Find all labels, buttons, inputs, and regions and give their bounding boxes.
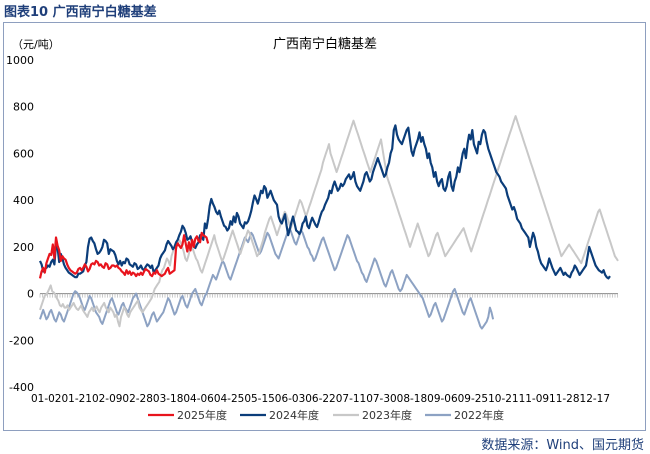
series-line-2023年度 bbox=[39, 115, 619, 328]
legend-label: 2025年度 bbox=[177, 408, 227, 422]
series-layer bbox=[38, 115, 619, 330]
y-tick-label: 200 bbox=[13, 241, 34, 254]
legend-label: 2023年度 bbox=[362, 408, 412, 422]
y-tick-label: 400 bbox=[13, 194, 34, 207]
legend: 2025年度 2024年度 2023年度 2022年度 bbox=[148, 408, 504, 422]
y-tick-label: 0 bbox=[27, 288, 34, 301]
chart-frame bbox=[3, 22, 646, 431]
y-axis: -400 -200 0 200 400 600 800 1000 bbox=[6, 54, 34, 394]
legend-label: 2022年度 bbox=[454, 408, 504, 422]
series-line-2022年度 bbox=[39, 227, 495, 330]
y-axis-unit-label: （元/吨） bbox=[12, 38, 60, 51]
y-tick-label: -200 bbox=[9, 334, 34, 347]
y-tick-label: 1000 bbox=[6, 54, 34, 67]
legend-label: 2024年度 bbox=[269, 408, 319, 422]
x-axis: 01-0201-2102-0902-2803-1804-0604-2505-15… bbox=[31, 293, 618, 405]
series-line-2025年度 bbox=[38, 231, 210, 279]
x-tick-labels: 01-0201-2102-0902-2803-1804-0604-2505-15… bbox=[31, 392, 610, 405]
chart-title: 广西南宁白糖基差 bbox=[273, 36, 377, 52]
y-tick-label: -400 bbox=[9, 381, 34, 394]
figure-caption: 图表10 广西南宁白糖基差 bbox=[4, 5, 157, 20]
y-tick-label: 800 bbox=[13, 101, 34, 114]
y-tick-label: 600 bbox=[13, 147, 34, 160]
series-line-2024年度 bbox=[38, 124, 611, 280]
source-note: 数据来源：Wind、国元期货 bbox=[481, 438, 644, 453]
